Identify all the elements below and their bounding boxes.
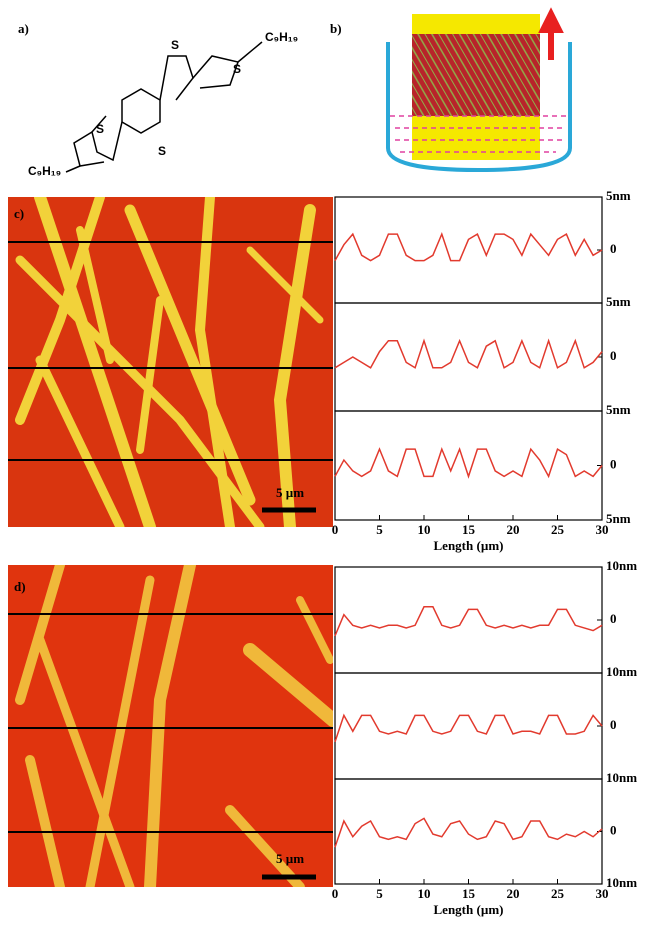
- x-tick-label: 10: [418, 522, 431, 537]
- y-tick-label: 10nm: [606, 875, 637, 890]
- profile-line: [334, 446, 603, 479]
- x-tick-label: 20: [507, 522, 520, 537]
- thiophene-ring: [159, 55, 194, 101]
- x-tick-label: 5: [376, 886, 383, 901]
- profile-line: [334, 713, 603, 743]
- y-tick-label: 0: [610, 348, 617, 363]
- plot-frame: [334, 196, 603, 304]
- panel-label: b): [330, 21, 342, 36]
- plot-frame: [334, 302, 603, 412]
- x-tick-label: 15: [462, 522, 476, 537]
- x-axis-label: Length (µm): [434, 538, 504, 553]
- y-tick-label: 10nm: [606, 770, 637, 785]
- arrow: [538, 7, 564, 60]
- substrate-bottom: [412, 116, 540, 160]
- bond: [65, 165, 81, 173]
- y-tick-label: 5nm: [606, 511, 631, 526]
- y-tick-label: 10nm: [606, 664, 637, 679]
- y-tick-label: 5nm: [606, 294, 631, 309]
- y-tick-label: 0: [610, 717, 617, 732]
- x-tick-label: 0: [332, 886, 339, 901]
- plot-frame: [334, 566, 603, 674]
- dip-coating-diagram: [386, 7, 572, 173]
- scale-label: 5 µm: [276, 851, 304, 866]
- beaker: [386, 42, 572, 173]
- benzene-ring: [121, 88, 161, 134]
- thiophene-ring: [91, 115, 123, 162]
- scan-lines: [8, 241, 333, 461]
- atom-label: S: [158, 144, 166, 158]
- profile-line: [334, 817, 603, 848]
- profile-line: [334, 231, 603, 262]
- y-tick-label: 10nm: [606, 558, 637, 573]
- y-tick-label: 5nm: [606, 188, 631, 203]
- x-tick-label: 20: [507, 886, 520, 901]
- x-tick-label: 15: [462, 886, 476, 901]
- y-tick-label: 0: [610, 611, 617, 626]
- atom-label: S: [171, 38, 179, 52]
- x-tick-label: 30: [596, 522, 609, 537]
- bond: [237, 41, 263, 63]
- afm-image: [8, 197, 333, 527]
- panel-label: a): [18, 21, 29, 36]
- x-axis-label: Length (µm): [434, 902, 504, 917]
- solution-lines: [390, 115, 568, 153]
- scale-label: 5 µm: [276, 485, 304, 500]
- thiophene-ring: [192, 55, 239, 89]
- y-tick-label: 0: [610, 456, 617, 471]
- profile-line: [334, 338, 603, 369]
- substrate-top: [412, 14, 540, 34]
- substituent: C₉H₁₉: [265, 30, 298, 44]
- x-tick-label: 25: [551, 886, 565, 901]
- plot-frame: [334, 778, 603, 885]
- molecule-labels: S S S S C₉H₁₉ C₉H₁₉: [28, 30, 298, 178]
- y-tick-label: 0: [610, 822, 617, 837]
- molecule: [65, 41, 263, 173]
- x-tick-label: 10: [418, 886, 431, 901]
- x-tick-label: 0: [332, 522, 339, 537]
- afm-image: [8, 565, 333, 887]
- plot-frame: [334, 410, 603, 521]
- atom-label: S: [233, 62, 241, 76]
- film: [412, 34, 540, 116]
- thiophene-ring: [73, 131, 105, 167]
- x-tick-label: 5: [376, 522, 383, 537]
- panel-label: d): [14, 579, 26, 594]
- x-tick-label: 30: [596, 886, 609, 901]
- substituent: C₉H₁₉: [28, 164, 61, 178]
- scan-lines: [8, 613, 333, 833]
- atom-label: S: [96, 122, 104, 136]
- profile-line: [334, 606, 603, 637]
- x-tick-label: 25: [551, 522, 565, 537]
- panel-label: c): [14, 206, 24, 221]
- y-tick-label: 5nm: [606, 402, 631, 417]
- y-tick-label: 0: [610, 241, 617, 256]
